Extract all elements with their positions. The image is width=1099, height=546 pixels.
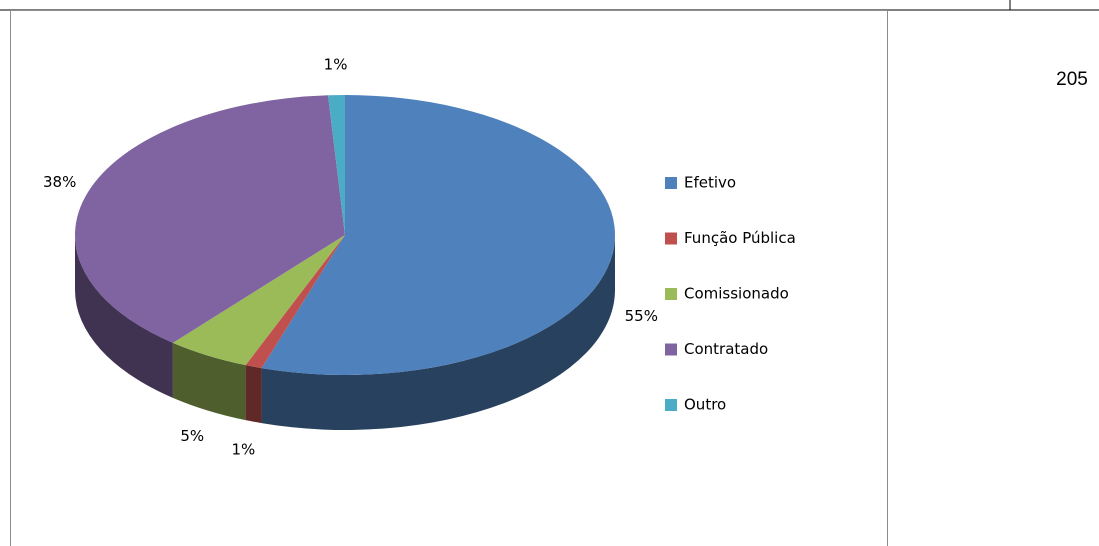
slice [75, 95, 346, 343]
legend-label: Função Pública [684, 229, 796, 247]
legend-swatch [665, 177, 677, 189]
data-label: 1% [231, 440, 255, 458]
data-label: 1% [324, 56, 348, 74]
legend-label: Efetivo [684, 174, 736, 192]
legend-label: Contratado [684, 340, 768, 358]
legend-swatch [665, 399, 677, 411]
legend-label: Comissionado [684, 285, 789, 303]
slice-side [261, 235, 615, 430]
slice-side [172, 342, 246, 421]
data-label: 55% [625, 307, 658, 325]
slice [328, 95, 345, 235]
legend-label: Outro [684, 396, 726, 414]
slice [261, 95, 615, 376]
slice-side [245, 365, 262, 424]
slice [172, 235, 345, 366]
page-number: 205 [1056, 69, 1088, 90]
legend-swatch [665, 343, 677, 356]
slice-side [75, 235, 173, 398]
data-label: 38% [43, 173, 76, 191]
data-label: 5% [180, 427, 204, 445]
legend-swatch [665, 288, 677, 300]
slice [245, 235, 345, 369]
legend-swatch [665, 232, 677, 245]
